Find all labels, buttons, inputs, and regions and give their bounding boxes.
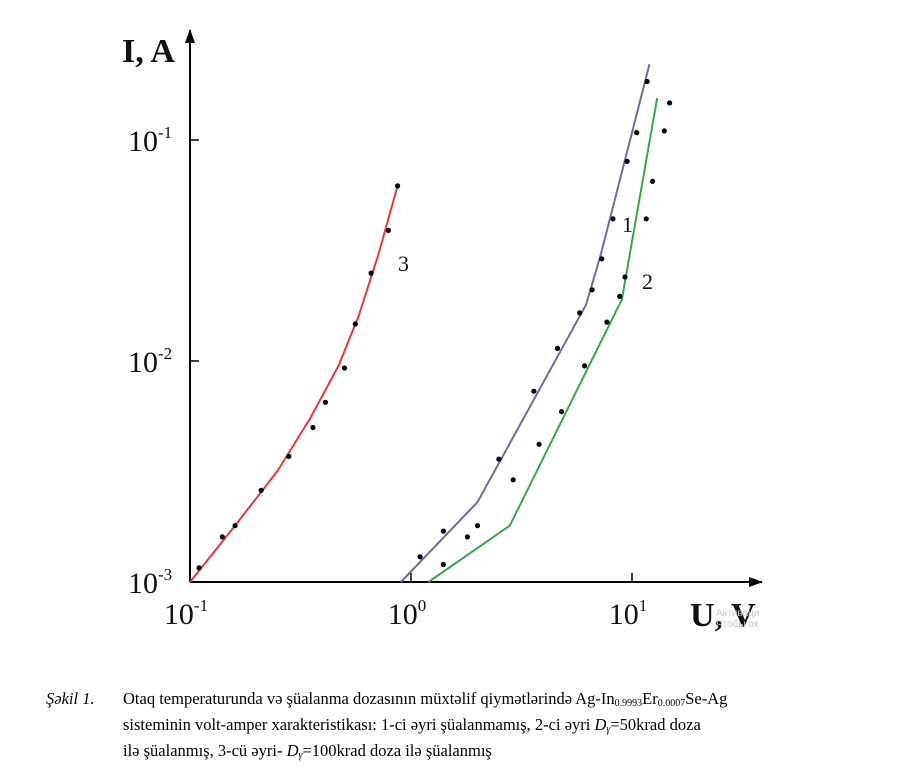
- series-2-point-13: [667, 100, 673, 106]
- curve-label-3: 3: [398, 251, 409, 276]
- curve-labels: 1 2 3: [398, 212, 653, 294]
- y-tick-label-2: 10-1: [128, 123, 172, 158]
- caption-line-2: sisteminin volt-amper xarakteristikası: …: [123, 714, 893, 740]
- curve-label-1: 1: [622, 212, 633, 237]
- x-tick-label-0: 10-1: [164, 596, 208, 631]
- caption-sub-in: 0.9993: [614, 698, 643, 709]
- series-2-point-2: [474, 523, 481, 529]
- series-3-point-0: [196, 565, 202, 571]
- caption-line-2-gamma: γ: [606, 724, 611, 735]
- series-2-point-12: [661, 128, 667, 134]
- series-1-point-11: [644, 78, 650, 85]
- series-3-point-1: [219, 534, 225, 540]
- series-2-point-6: [582, 363, 588, 369]
- series-3-point-7: [341, 365, 348, 371]
- caption-line-1: Otaq temperaturunda və şüalanma dozasını…: [123, 688, 893, 714]
- volt-ampere-chart: 10-1 100 101 10-3 10-2 10-1 1 2 3 I, A U, V: [122, 29, 776, 634]
- series-1-point-3: [531, 388, 537, 394]
- caption-line-2-d: D: [594, 715, 607, 734]
- series-1-point-10: [634, 130, 640, 136]
- activation-watermark: Активаци Чтобы ак: [716, 608, 759, 630]
- series-2-point-5: [559, 409, 565, 415]
- y-axis-title: I, A: [122, 33, 175, 70]
- x-tick-label-2: 101: [609, 596, 648, 631]
- caption-sub-er: 0.0007: [657, 698, 686, 709]
- caption-line-1-post: Se-Ag: [685, 689, 728, 708]
- series-3-point-9: [368, 270, 374, 276]
- y-tick-labels: 10-3 10-2 10-1: [128, 123, 172, 600]
- series-line-3: [189, 185, 399, 583]
- caption-line-1-pre: Otaq temperaturunda və şüalanma dozasını…: [123, 689, 615, 708]
- series-2-point-8: [617, 293, 623, 299]
- series-2-point-1: [464, 534, 470, 540]
- series-3-point-10: [385, 227, 391, 233]
- series-1-point-1: [440, 528, 446, 534]
- series-1-point-5: [577, 310, 583, 316]
- series-1-point-6: [589, 287, 595, 293]
- y-tick-marks: [190, 139, 199, 583]
- caption-text: Otaq temperaturunda və şüalanma dozasını…: [123, 688, 893, 766]
- watermark-line-2: Чтобы ак: [716, 619, 759, 630]
- watermark-line-1: Активаци: [716, 608, 760, 619]
- series-2-point-7: [604, 319, 610, 325]
- series-2-point-11: [650, 178, 656, 184]
- series-3-point-5: [310, 424, 316, 431]
- series-3-point-8: [352, 321, 358, 327]
- caption-line-3-gamma: γ: [298, 750, 303, 761]
- series-2-point-10: [643, 216, 649, 222]
- caption-line-3: ilə şüalanmış, 3-cü əyri- Dγ=100krad doz…: [123, 740, 893, 766]
- series-3-point-6: [322, 399, 328, 405]
- x-axis-title: U, V: [690, 597, 756, 634]
- caption-line-3-d: D: [286, 741, 299, 760]
- series-1-point-7: [599, 256, 605, 262]
- series-1-point-4: [554, 345, 561, 351]
- series-1-point-0: [417, 554, 423, 560]
- series-3-point-2: [232, 523, 238, 529]
- series-2-point-3: [510, 477, 516, 483]
- series-3-point-4: [286, 453, 292, 459]
- series-3-point-11: [395, 183, 401, 189]
- series-1-point-8: [610, 216, 616, 222]
- series-line-2: [427, 97, 659, 583]
- y-tick-label-0: 10-3: [128, 565, 172, 600]
- caption-line-2-pre: sisteminin volt-amper xarakteristikası: …: [123, 715, 595, 734]
- caption-line-3-post: =100krad doza ilə şüalanmış: [302, 741, 492, 760]
- series-line-1: [400, 64, 651, 583]
- series-points: [196, 78, 673, 571]
- caption-line-1-mid: Er: [642, 689, 658, 708]
- caption-line-3-pre: ilə şüalanmış, 3-cü əyri-: [123, 741, 287, 760]
- x-tick-label-1: 100: [388, 596, 427, 631]
- series-1-point-9: [624, 158, 630, 164]
- plot-background: [124, 36, 776, 632]
- series-2-point-4: [536, 441, 542, 447]
- series-2-point-9: [622, 274, 628, 280]
- curve-label-2: 2: [642, 269, 653, 294]
- caption-line-2-post: =50krad doza: [610, 715, 701, 734]
- y-tick-label-1: 10-2: [128, 344, 172, 379]
- series-2-point-0: [440, 561, 446, 568]
- caption-label: Şəkil 1.: [46, 689, 95, 708]
- series-3-point-3: [258, 487, 264, 493]
- x-tick-labels: 10-1 100 101: [164, 596, 647, 631]
- series-lines: [189, 64, 659, 583]
- series-1-point-2: [496, 456, 502, 462]
